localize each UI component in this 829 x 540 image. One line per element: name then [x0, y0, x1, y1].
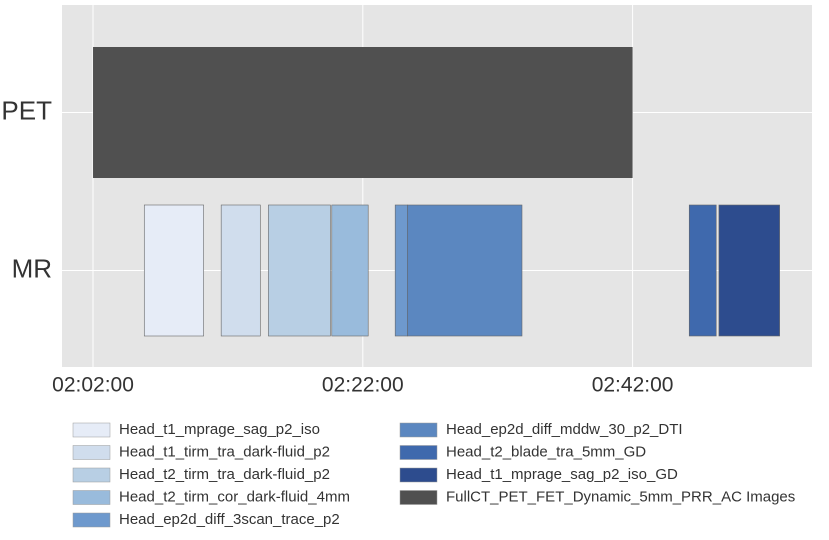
- y-tick-label: PET: [1, 95, 52, 125]
- y-tick-label: MR: [12, 253, 52, 283]
- x-tick-label: 02:42:00: [592, 374, 674, 397]
- bar: [407, 204, 523, 337]
- legend-swatch: [72, 512, 111, 528]
- bar: [394, 204, 408, 337]
- legend-swatch: [399, 445, 438, 460]
- bar: [220, 204, 261, 337]
- legend-label: Head_t1_mprage_sag_p2_iso: [119, 421, 320, 438]
- bar: [688, 204, 717, 337]
- legend-swatch: [72, 490, 111, 505]
- legend-swatch: [399, 490, 438, 505]
- legend-label: Head_t1_tirm_tra_dark-fluid_p2: [119, 443, 330, 460]
- legend-label: FullCT_PET_FET_Dynamic_5mm_PRR_AC Images: [446, 488, 795, 505]
- legend-label: Head_t2_blade_tra_5mm_GD: [446, 443, 646, 460]
- bar: [331, 204, 369, 337]
- bar: [268, 204, 331, 337]
- x-tick-label: 02:22:00: [322, 374, 404, 397]
- legend-swatch: [399, 467, 438, 483]
- bar: [718, 204, 780, 337]
- x-tick-label: 02:02:00: [52, 374, 134, 397]
- legend-label: Head_t2_tirm_cor_dark-fluid_4mm: [119, 488, 350, 505]
- legend-swatch: [72, 467, 111, 483]
- legend-swatch: [399, 422, 438, 438]
- legend-label: Head_t2_tirm_tra_dark-fluid_p2: [119, 466, 330, 483]
- legend-label: Head_t1_mprage_sag_p2_iso_GD: [446, 466, 678, 483]
- legend-label: Head_ep2d_diff_mddw_30_p2_DTI: [446, 421, 683, 438]
- bar: [93, 47, 633, 178]
- legend-swatch: [72, 445, 111, 460]
- legend-swatch: [72, 422, 111, 438]
- legend-label: Head_ep2d_diff_3scan_trace_p2: [119, 511, 340, 528]
- bar: [143, 204, 204, 337]
